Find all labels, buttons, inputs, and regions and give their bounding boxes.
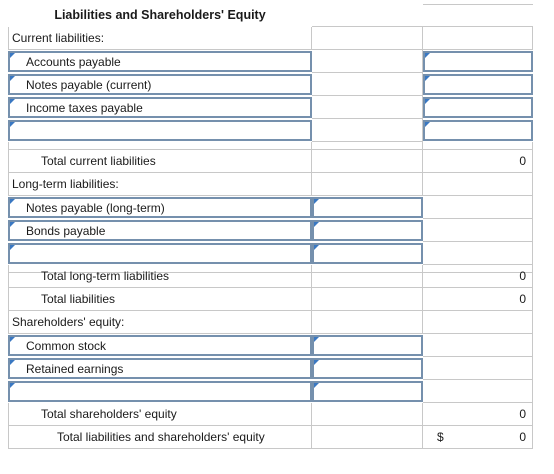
income-taxes-payable-amount-input[interactable]: [423, 97, 533, 118]
currency-symbol: $: [437, 430, 444, 444]
table-row: Notes payable (current): [8, 73, 533, 96]
title-row: Liabilities and Shareholders' Equity: [8, 4, 533, 27]
bonds-payable-amount-input[interactable]: [312, 220, 423, 241]
total-liabilities-row: Total liabilities 0: [8, 288, 533, 311]
accounts-payable-amount-input[interactable]: [423, 51, 533, 72]
grand-total-value: 0: [519, 430, 526, 444]
blank-equity-label-input[interactable]: [8, 381, 312, 402]
blank-equity-amount-input[interactable]: [312, 381, 423, 402]
table-row: Accounts payable: [8, 50, 533, 73]
table-row: Bonds payable: [8, 219, 533, 242]
grand-total-label: Total liabilities and shareholders' equi…: [57, 430, 265, 444]
table-row: Retained earnings: [8, 357, 533, 380]
blank-current-label-input[interactable]: [8, 120, 312, 141]
table-row: Income taxes payable: [8, 96, 533, 119]
total-long-term-liabilities-row: Total long-term liabilities 0: [8, 265, 533, 288]
current-liabilities-header-row: Current liabilities:: [8, 27, 533, 50]
section-header-long-term-liabilities: Long-term liabilities:: [12, 177, 119, 191]
table-row: [8, 380, 533, 403]
retained-earnings-label-field[interactable]: Retained earnings: [8, 358, 312, 379]
notes-payable-long-term-amount-input[interactable]: [312, 197, 423, 218]
common-stock-label-field[interactable]: Common stock: [8, 335, 312, 356]
common-stock-amount-input[interactable]: [312, 335, 423, 356]
table-row: Common stock: [8, 334, 533, 357]
bonds-payable-label-field[interactable]: Bonds payable: [8, 220, 312, 241]
income-taxes-payable-label-field[interactable]: Income taxes payable: [8, 97, 312, 118]
grand-total-row: Total liabilities and shareholders' equi…: [8, 426, 533, 449]
total-shareholders-equity-value: 0: [519, 407, 526, 421]
blank-current-amount-input[interactable]: [423, 120, 533, 141]
total-long-term-liabilities-label: Total long-term liabilities: [41, 269, 170, 283]
notes-payable-long-term-label-field[interactable]: Notes payable (long-term): [8, 197, 312, 218]
notes-payable-current-amount-input[interactable]: [423, 74, 533, 95]
table-row: Notes payable (long-term): [8, 196, 533, 219]
accounts-payable-label-field[interactable]: Accounts payable: [8, 51, 312, 72]
total-liabilities-label: Total liabilities: [41, 292, 116, 306]
section-header-shareholders-equity: Shareholders' equity:: [12, 315, 125, 329]
retained-earnings-amount-input[interactable]: [312, 358, 423, 379]
total-current-liabilities-row: Total current liabilities 0: [8, 150, 533, 173]
shareholders-equity-header-row: Shareholders' equity:: [8, 311, 533, 334]
total-shareholders-equity-label: Total shareholders' equity: [41, 407, 177, 421]
total-liabilities-value: 0: [519, 292, 526, 306]
table-title: Liabilities and Shareholders' Equity: [54, 8, 266, 22]
long-term-liabilities-header-row: Long-term liabilities:: [8, 173, 533, 196]
table-row: [8, 119, 533, 142]
total-current-liabilities-value: 0: [519, 154, 526, 168]
total-shareholders-equity-row: Total shareholders' equity 0: [8, 403, 533, 426]
total-current-liabilities-label: Total current liabilities: [41, 154, 156, 168]
blank-long-term-label-input[interactable]: [8, 243, 312, 264]
section-header-current-liabilities: Current liabilities:: [12, 31, 105, 45]
blank-long-term-amount-input[interactable]: [312, 243, 423, 264]
total-long-term-liabilities-value: 0: [519, 269, 526, 283]
notes-payable-current-label-field[interactable]: Notes payable (current): [8, 74, 312, 95]
table-row: [8, 242, 533, 265]
